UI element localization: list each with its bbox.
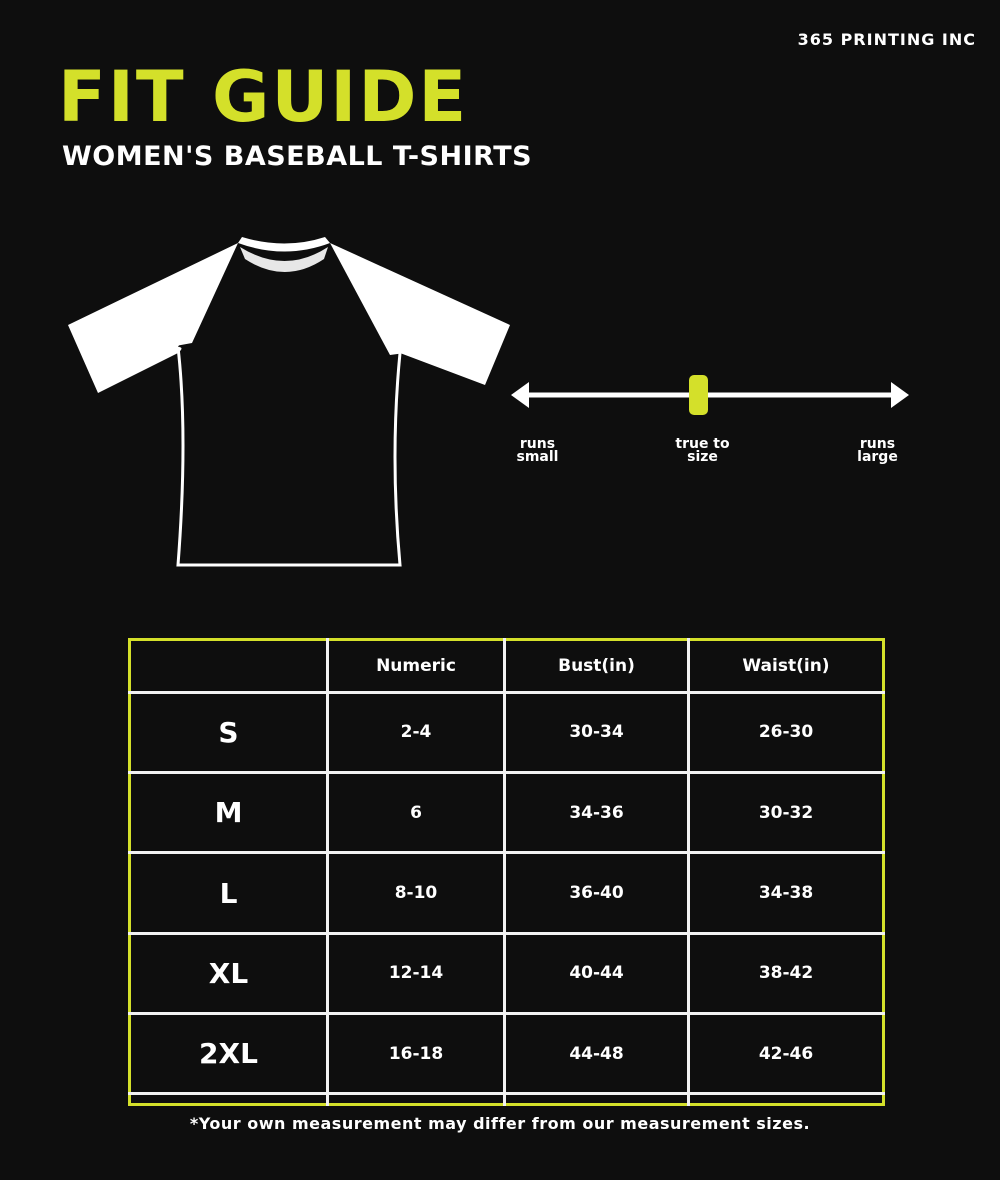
size-cell: L xyxy=(129,851,329,935)
arrow-left-icon xyxy=(511,382,529,408)
empty-row xyxy=(129,1092,884,1105)
raglan-shirt-illustration xyxy=(68,237,510,567)
fit-scale: runs small true to size runs large xyxy=(505,370,915,480)
table-row: M 6 34-36 30-32 xyxy=(129,771,884,855)
measurement-note: *Your own measurement may differ from ou… xyxy=(189,1114,811,1133)
table-header-row: Numeric Bust(in) Waist(in) xyxy=(129,639,884,694)
table-row: L 8-10 36-40 34-38 xyxy=(129,851,884,935)
bust-cell: 36-40 xyxy=(503,851,690,935)
header-waist: Waist(in) xyxy=(687,639,884,694)
header-cell xyxy=(129,639,329,694)
numeric-cell: 6 xyxy=(326,771,506,855)
page-title: FIT GUIDE xyxy=(58,56,469,138)
label-runs-small: runs small xyxy=(516,436,559,465)
table-row: 2XL 16-18 44-48 42-46 xyxy=(129,1012,884,1096)
page-subtitle: WOMEN'S BASEBALL T-SHIRTS xyxy=(62,141,533,172)
waist-cell: 42-46 xyxy=(687,1012,884,1096)
header-bust: Bust(in) xyxy=(503,639,690,694)
waist-cell: 30-32 xyxy=(687,771,884,855)
numeric-cell: 2-4 xyxy=(326,690,506,775)
size-cell: S xyxy=(129,690,329,775)
arrow-right-icon xyxy=(891,382,909,408)
table-row: S 2-4 30-34 26-30 xyxy=(129,690,884,775)
size-cell: XL xyxy=(129,931,329,1016)
size-chart-table: Numeric Bust(in) Waist(in) S 2-4 30-34 26-3… xyxy=(128,638,885,1106)
bust-cell: 44-48 xyxy=(503,1012,690,1096)
brand-name: 365 PRINTING INC xyxy=(797,30,976,49)
size-cell: M xyxy=(129,771,329,855)
label-true-to-size: true to size xyxy=(675,436,730,465)
size-cell: 2XL xyxy=(129,1012,329,1096)
bust-cell: 40-44 xyxy=(503,931,690,1016)
waist-cell: 26-30 xyxy=(687,690,884,775)
label-runs-large: runs large xyxy=(857,436,898,465)
waist-cell: 38-42 xyxy=(687,931,884,1016)
bust-cell: 30-34 xyxy=(503,690,690,775)
table-row: XL 12-14 40-44 38-42 xyxy=(129,931,884,1016)
fit-marker xyxy=(689,375,708,415)
waist-cell: 34-38 xyxy=(687,851,884,935)
bust-cell: 34-36 xyxy=(503,771,690,855)
numeric-cell: 8-10 xyxy=(326,851,506,935)
header-numeric: Numeric xyxy=(326,639,506,694)
numeric-cell: 12-14 xyxy=(326,931,506,1016)
numeric-cell: 16-18 xyxy=(326,1012,506,1096)
